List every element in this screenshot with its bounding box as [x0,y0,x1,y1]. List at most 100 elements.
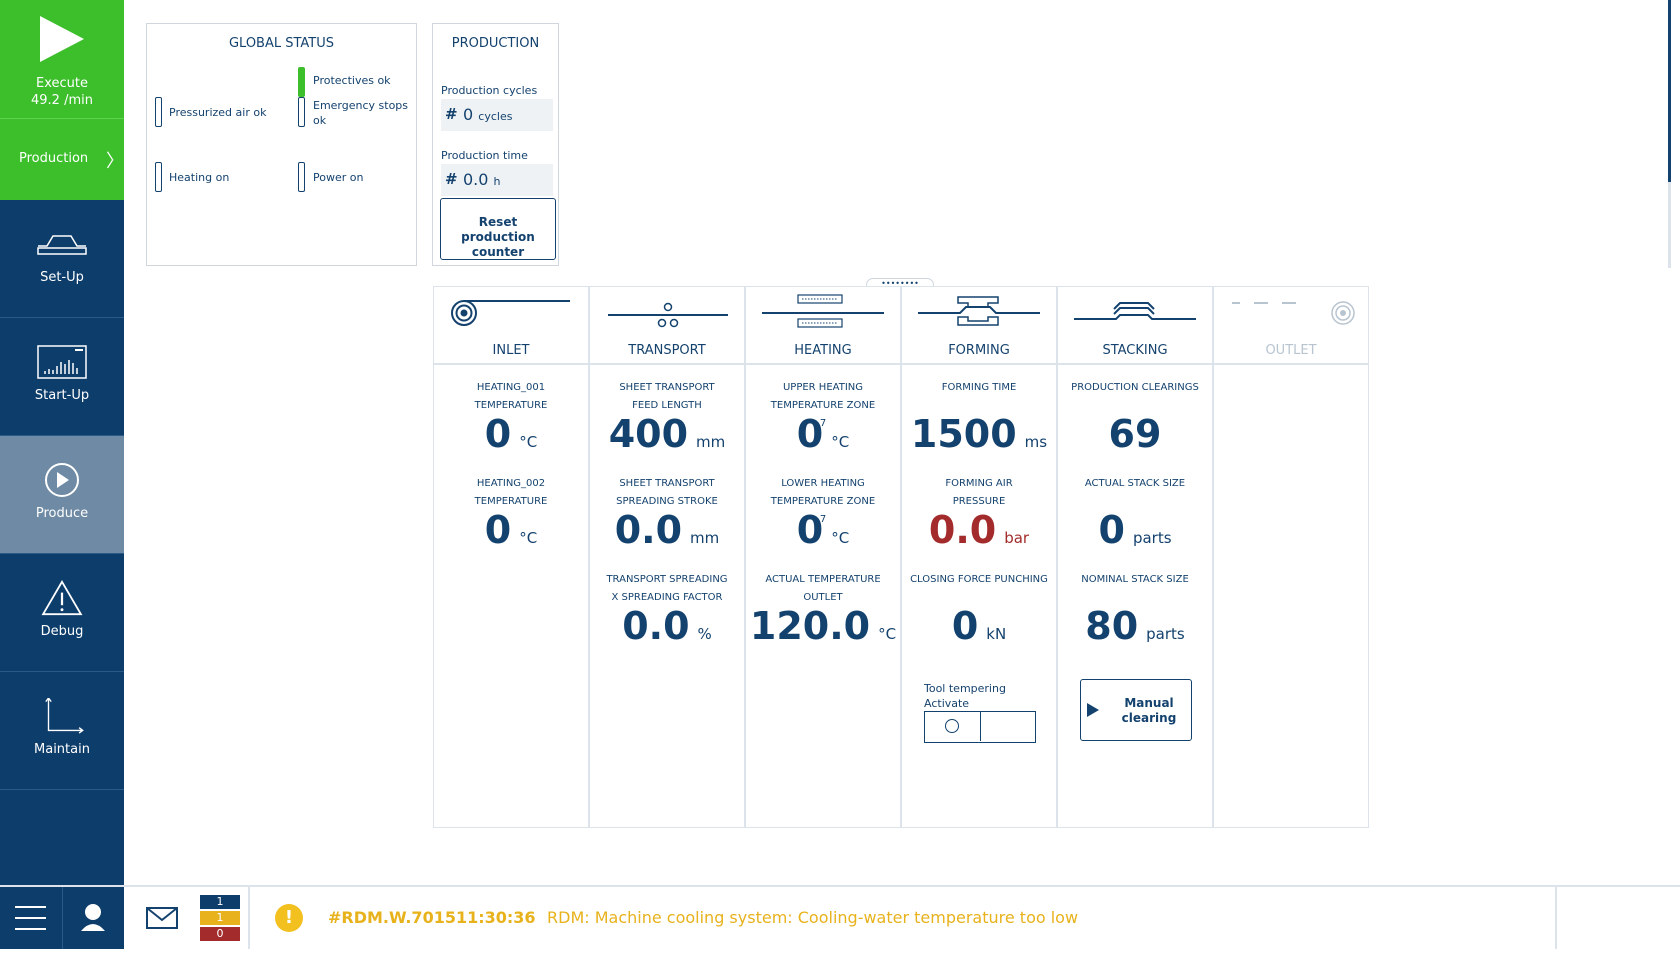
power-on-indicator [298,162,305,192]
stage-outlet-header: OUTLET [1214,287,1368,365]
actual-temperature-outlet-label: ACTUAL TEMPERATURE OUTLET [765,574,881,603]
toggle-off-icon [945,719,959,733]
warning-count: 1 [200,911,240,925]
sidebar-item-produce[interactable]: Produce [0,436,124,554]
feed-length-value: 400 mm [608,412,726,456]
hash-icon: # [445,170,458,188]
production-cycles-value: 0 cycles [463,105,513,124]
alarm-code: #RDM.W.701511:30:36 [328,908,536,927]
heating-002-temperature-label: HEATING_002 TEMPERATURE [474,478,548,507]
messages-button[interactable] [146,907,178,933]
divider [1555,887,1557,949]
stage-forming-name: FORMING [948,343,1010,358]
axes-icon [45,698,84,734]
chevron-right-icon: 〉 [106,151,124,172]
sidebar-item-maintain[interactable]: Maintain [0,672,124,790]
sidebar-item-startup[interactable]: Start-Up [0,318,124,436]
emergency-stops-label: Emergency stops ok [313,99,409,127]
global-status-panel: GLOBAL STATUS Protectives ok Pressurized… [146,23,417,266]
warning-icon: ! [275,904,303,932]
error-count: 0 [200,927,240,941]
sidebar-item-debug[interactable]: Debug [0,554,124,672]
stage-stacking: STACKING PRODUCTION CLEARINGS 69 ACTUAL … [1057,286,1213,828]
sidebar-item-setup[interactable]: Set-Up [0,200,124,318]
sidebar-label-debug: Debug [40,624,84,639]
lower-heating-label: LOWER HEATING TEMPERATURE ZONE 7 [770,478,876,525]
upper-heating-value: 0 °C [796,412,850,456]
actual-stack-size-label: ACTUAL STACK SIZE [1084,478,1186,489]
user-button[interactable] [62,887,124,949]
tool-tempering-label: Tool tempering Activate [924,682,1006,710]
production-time-field: # 0.0 h [441,164,553,196]
startup-chart-icon [37,345,87,379]
sidebar-label-startup: Start-Up [34,388,90,403]
pressurized-air-indicator [155,97,162,127]
stacking-icon [1074,302,1196,320]
forming-time-label: FORMING TIME [941,382,1017,393]
tool-tempering-toggle[interactable] [924,711,1036,743]
stage-stacking-name: STACKING [1102,343,1168,358]
forming-air-pressure-value: 0.0 bar [928,508,1030,552]
setup-icon [37,235,87,255]
stage-heating: HEATING UPPER HEATING TEMPERATURE ZONE 7… [745,286,901,828]
nominal-stack-size-label: NOMINAL STACK SIZE [1081,574,1189,585]
production-nav-button[interactable]: Production 〉 [0,118,124,200]
feed-length-label: SHEET TRANSPORT FEED LENGTH [619,382,715,411]
spreading-stroke-label: SHEET TRANSPORT SPREADING STROKE [616,478,718,507]
alarm-message[interactable]: RDM: Machine cooling system: Cooling-wat… [547,908,1079,927]
sidebar-label-maintain: Maintain [34,742,90,757]
manual-clearing-button[interactable]: Manual clearing [1080,679,1192,741]
toggle-knob [925,712,981,741]
pressurized-air-label: Pressurized air ok [169,106,267,119]
hash-icon: # [445,105,458,123]
user-icon [81,904,105,931]
production-clearings-label: PRODUCTION CLEARINGS [1071,382,1199,393]
heater-icon [762,294,884,328]
stage-heating-header[interactable]: HEATING [746,287,900,365]
stage-heating-name: HEATING [794,343,852,358]
closing-force-label: CLOSING FORCE PUNCHING [910,574,1048,585]
protectives-label: Protectives ok [313,74,391,87]
info-count: 1 [200,895,240,909]
stage-forming-header[interactable]: FORMING [902,287,1056,365]
coil-icon [451,300,570,326]
production-cycles-field: # 0 cycles [441,99,553,131]
reset-production-counter-button[interactable]: Reset production counter [440,198,556,260]
execute-rate: 49.2 /min [31,93,93,108]
warning-triangle-icon [41,580,83,616]
power-on-label: Power on [313,171,364,184]
upper-heating-label: UPPER HEATING TEMPERATURE ZONE 7 [770,382,876,429]
production-panel: PRODUCTION Production cycles # 0 cycles … [432,23,559,266]
protectives-indicator [298,67,305,97]
sidebar: Execute 49.2 /min Production 〉 Set-Up St… [0,0,124,885]
production-cycles-label: Production cycles [441,84,538,97]
stage-transport-name: TRANSPORT [628,343,706,358]
vertical-scrollbar-thumb[interactable] [1668,0,1671,182]
heating-on-indicator [155,162,162,192]
production-time-value: 0.0 h [463,170,501,189]
transport-rollers-icon [608,302,728,328]
actual-temperature-outlet-value: 120.0 °C [749,604,897,648]
hamburger-icon [15,906,46,930]
stage-inlet-header[interactable]: INLET [434,287,588,365]
stage-transport-header[interactable]: TRANSPORT [590,287,744,365]
stage-outlet: OUTLET [1213,286,1369,828]
hamburger-menu-button[interactable] [0,887,62,949]
play-circle-icon [45,463,79,497]
play-icon [1087,703,1099,717]
spreading-stroke-value: 0.0 mm [614,508,720,552]
sidebar-label-setup: Set-Up [40,270,84,285]
sidebar-label-produce: Produce [35,506,89,521]
stage-stacking-header[interactable]: STACKING [1058,287,1212,365]
vertical-scrollbar-track[interactable] [1668,182,1671,268]
message-counts[interactable]: 1 1 0 [200,895,240,943]
heating-001-temperature-label: HEATING_001 TEMPERATURE [474,382,548,411]
heating-on-label: Heating on [169,171,230,184]
nominal-stack-size-value: 80 parts [1085,604,1185,648]
stage-forming: FORMING FORMING TIME 1500 ms FORMING AIR … [901,286,1057,828]
spreading-factor-label: TRANSPORT SPREADING X SPREADING FACTOR [606,574,728,603]
execute-button[interactable]: Execute 49.2 /min [0,0,124,118]
forming-air-pressure-label: FORMING AIR PRESSURE [945,478,1013,507]
production-time-label: Production time [441,149,528,162]
manual-clearing-label: Manual clearing [1121,696,1177,725]
